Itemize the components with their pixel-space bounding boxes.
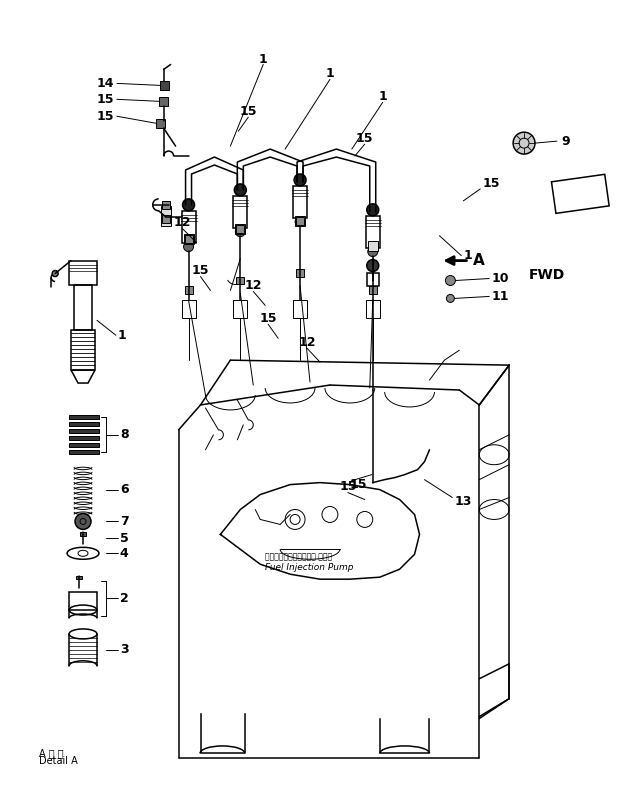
Bar <box>234 196 247 228</box>
Bar <box>293 186 307 218</box>
Bar <box>161 216 171 226</box>
Circle shape <box>52 271 58 276</box>
Circle shape <box>513 133 535 154</box>
Text: 15: 15 <box>96 110 114 123</box>
Bar <box>296 268 304 276</box>
Text: 15: 15 <box>482 178 500 190</box>
Bar <box>69 260 97 286</box>
Bar <box>156 119 165 128</box>
Bar <box>236 276 244 285</box>
Text: 1: 1 <box>259 53 268 66</box>
Text: 12: 12 <box>298 336 316 349</box>
Bar <box>71 331 95 370</box>
Text: 15: 15 <box>356 132 374 144</box>
Bar <box>183 234 193 244</box>
Bar <box>161 206 171 216</box>
Text: 1: 1 <box>118 329 127 342</box>
Bar <box>185 286 193 294</box>
Bar <box>74 286 92 331</box>
Text: 6: 6 <box>120 483 129 496</box>
Text: 1: 1 <box>325 67 334 80</box>
Circle shape <box>234 184 246 196</box>
Text: 2: 2 <box>120 592 129 604</box>
Bar <box>159 97 168 107</box>
Bar <box>365 301 380 318</box>
Text: 1: 1 <box>378 90 387 103</box>
Bar <box>185 234 193 243</box>
Text: 11: 11 <box>491 290 509 303</box>
Text: 1: 1 <box>463 249 472 262</box>
Bar <box>295 216 305 226</box>
Text: 8: 8 <box>120 428 129 441</box>
Circle shape <box>75 514 91 529</box>
Circle shape <box>368 247 377 256</box>
Circle shape <box>183 241 193 252</box>
Bar <box>80 533 86 537</box>
Text: 15: 15 <box>96 93 114 106</box>
Text: A: A <box>474 253 485 268</box>
Bar <box>69 443 99 447</box>
Text: 12: 12 <box>174 216 192 230</box>
Bar <box>161 215 170 222</box>
Bar <box>296 217 304 225</box>
Bar <box>369 286 377 294</box>
Bar <box>69 429 99 433</box>
Text: Detail A: Detail A <box>39 757 78 766</box>
Circle shape <box>367 260 379 271</box>
Text: 4: 4 <box>120 547 129 559</box>
Circle shape <box>367 204 379 216</box>
Circle shape <box>183 199 195 211</box>
Bar <box>365 216 380 248</box>
Bar <box>236 225 244 233</box>
Bar <box>160 81 169 91</box>
Text: 15: 15 <box>259 312 277 325</box>
Circle shape <box>445 275 455 286</box>
Bar <box>367 272 379 286</box>
Bar <box>69 415 99 419</box>
Text: 12: 12 <box>244 279 262 292</box>
Bar <box>236 224 246 234</box>
Circle shape <box>236 226 246 237</box>
Bar <box>181 301 195 318</box>
Text: 10: 10 <box>491 272 509 285</box>
Circle shape <box>447 294 455 302</box>
Bar <box>368 241 377 251</box>
Bar <box>69 422 99 426</box>
Text: 7: 7 <box>120 515 129 528</box>
Text: フェルインジェクション ポンプ: フェルインジェクション ポンプ <box>265 553 332 562</box>
Text: 14: 14 <box>96 77 114 90</box>
Text: 13: 13 <box>455 495 472 508</box>
Text: 15: 15 <box>239 105 257 118</box>
Text: FWD: FWD <box>529 267 565 282</box>
Circle shape <box>295 217 305 226</box>
Text: A 拡 大: A 拡 大 <box>39 749 64 758</box>
Bar <box>181 211 195 243</box>
Text: 3: 3 <box>120 643 129 656</box>
Text: 5: 5 <box>120 532 129 545</box>
Bar <box>69 592 97 610</box>
Bar <box>293 301 307 318</box>
Bar <box>234 301 247 318</box>
Bar <box>76 576 82 579</box>
FancyBboxPatch shape <box>551 174 609 213</box>
Bar <box>161 201 170 209</box>
Text: 9: 9 <box>561 135 570 148</box>
Bar <box>69 436 99 439</box>
Circle shape <box>294 174 306 186</box>
Text: 15: 15 <box>192 264 209 277</box>
Text: 15: 15 <box>339 480 357 493</box>
Bar <box>69 450 99 454</box>
Text: Fuel Injection Pump: Fuel Injection Pump <box>265 563 354 572</box>
Text: 15: 15 <box>350 478 367 491</box>
